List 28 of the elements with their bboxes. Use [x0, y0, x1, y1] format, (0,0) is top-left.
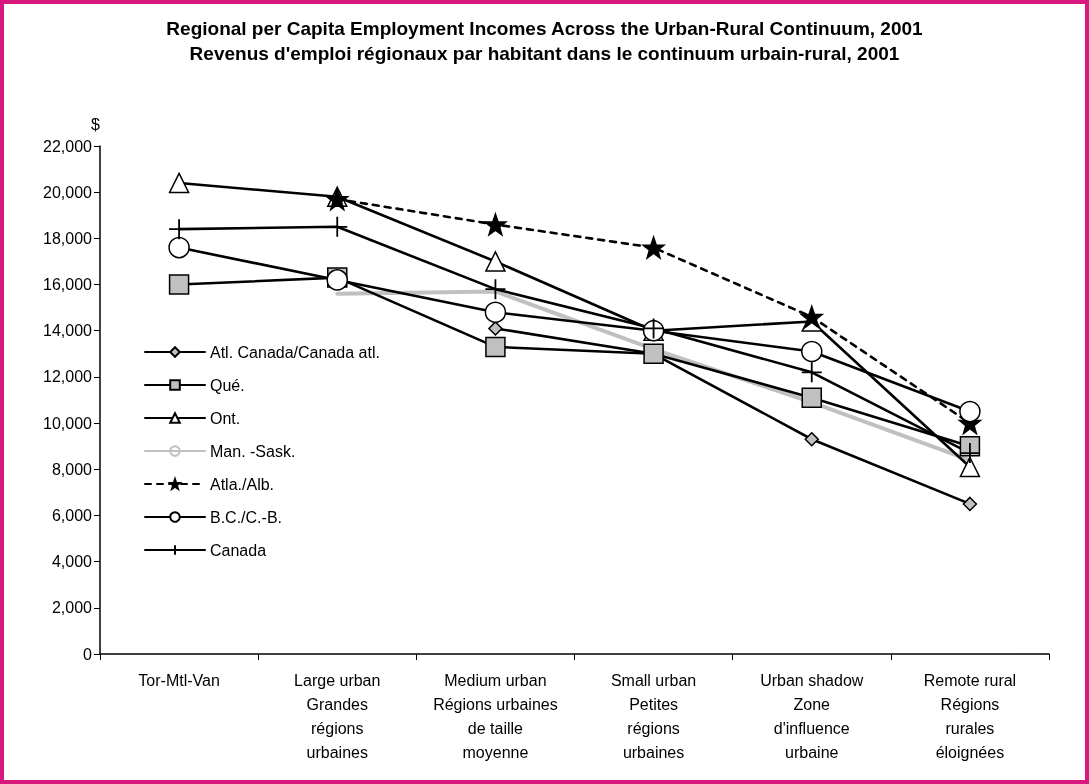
legend-label: Atla./Alb.: [210, 475, 275, 493]
y-tick-label: 8,000: [51, 460, 93, 478]
y-tick-label: 12,000: [43, 368, 93, 386]
y-tick-label: 20,000: [43, 183, 93, 201]
y-tick-label: 22,000: [43, 137, 93, 155]
y-axis-title: $: [91, 115, 101, 133]
legend-label: Qué.: [210, 376, 245, 394]
chart-subtitle: Revenus d'emploi régionaux par habitant dans le continuum urbain-rural, 2001: [189, 43, 900, 64]
y-tick-label: 16,000: [43, 276, 93, 294]
legend-label: Atl. Canada/Canada atl.: [210, 343, 380, 361]
legend-label: B.C./C.-B.: [210, 508, 283, 526]
x-tick-label: Tor-Mtl-Van: [138, 671, 220, 689]
x-tick-label: Large urban Grandes régions urbaines: [294, 671, 381, 761]
y-tick-label: 0: [83, 645, 93, 663]
x-tick-label: Medium urban Régions urbaines de taille moyenne: [433, 671, 558, 761]
legend-label: Canada: [210, 541, 267, 559]
legend-label: Ont.: [210, 409, 241, 427]
x-tick-label: Small urban Petites régions urbaines: [610, 671, 697, 761]
y-tick-label: 2,000: [51, 599, 93, 617]
x-tick-label: Remote rural Régions rurales éloignées: [923, 671, 1017, 761]
y-tick-label: 6,000: [51, 506, 93, 524]
y-tick-label: 10,000: [43, 414, 93, 432]
x-tick-label: Urban shadow Zone d'influence urbaine: [760, 671, 864, 761]
chart-title: Regional per Capita Employment Incomes Across the Urban-Rural Continuum, 2001: [166, 18, 924, 39]
legend-label: Man. -Sask.: [210, 442, 296, 460]
y-tick-label: 4,000: [51, 553, 93, 571]
y-tick-label: 14,000: [43, 322, 93, 340]
y-tick-label: 18,000: [43, 229, 93, 247]
